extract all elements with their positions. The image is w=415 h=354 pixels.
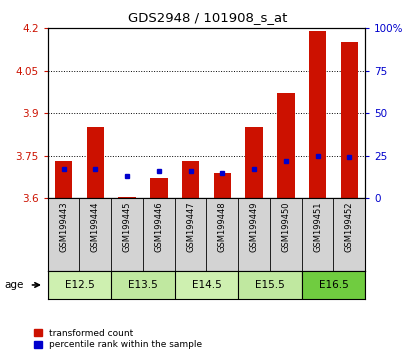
- Bar: [80, 198, 111, 271]
- Text: E14.5: E14.5: [192, 280, 221, 290]
- Text: GSM199450: GSM199450: [281, 202, 290, 252]
- Bar: [238, 198, 270, 271]
- Text: GSM199449: GSM199449: [249, 202, 259, 252]
- Bar: [143, 198, 175, 271]
- Text: GSM199452: GSM199452: [345, 202, 354, 252]
- Text: E13.5: E13.5: [128, 280, 158, 290]
- Bar: [182, 161, 199, 198]
- Bar: [55, 161, 72, 198]
- Legend: transformed count, percentile rank within the sample: transformed count, percentile rank withi…: [34, 329, 202, 349]
- Text: E15.5: E15.5: [255, 280, 285, 290]
- Bar: [48, 271, 111, 299]
- Bar: [87, 127, 104, 198]
- Text: GSM199447: GSM199447: [186, 202, 195, 252]
- Bar: [111, 198, 143, 271]
- Text: E12.5: E12.5: [65, 280, 94, 290]
- Text: age: age: [4, 280, 24, 290]
- Text: GSM199446: GSM199446: [154, 202, 164, 252]
- Bar: [214, 173, 231, 198]
- Text: GSM199445: GSM199445: [122, 202, 132, 252]
- Text: GSM199443: GSM199443: [59, 202, 68, 252]
- Text: GSM199448: GSM199448: [218, 202, 227, 252]
- Bar: [175, 198, 207, 271]
- Bar: [175, 271, 238, 299]
- Bar: [270, 198, 302, 271]
- Bar: [302, 271, 365, 299]
- Text: GDS2948 / 101908_s_at: GDS2948 / 101908_s_at: [128, 11, 287, 24]
- Bar: [309, 31, 326, 198]
- Bar: [302, 198, 334, 271]
- Bar: [207, 198, 238, 271]
- Bar: [277, 93, 295, 198]
- Bar: [118, 197, 136, 198]
- Bar: [238, 271, 302, 299]
- Bar: [245, 127, 263, 198]
- Text: E16.5: E16.5: [319, 280, 348, 290]
- Text: GSM199444: GSM199444: [91, 202, 100, 252]
- Text: GSM199451: GSM199451: [313, 202, 322, 252]
- Bar: [341, 42, 358, 198]
- Bar: [111, 271, 175, 299]
- Bar: [48, 198, 80, 271]
- Bar: [333, 198, 365, 271]
- Bar: [150, 178, 168, 198]
